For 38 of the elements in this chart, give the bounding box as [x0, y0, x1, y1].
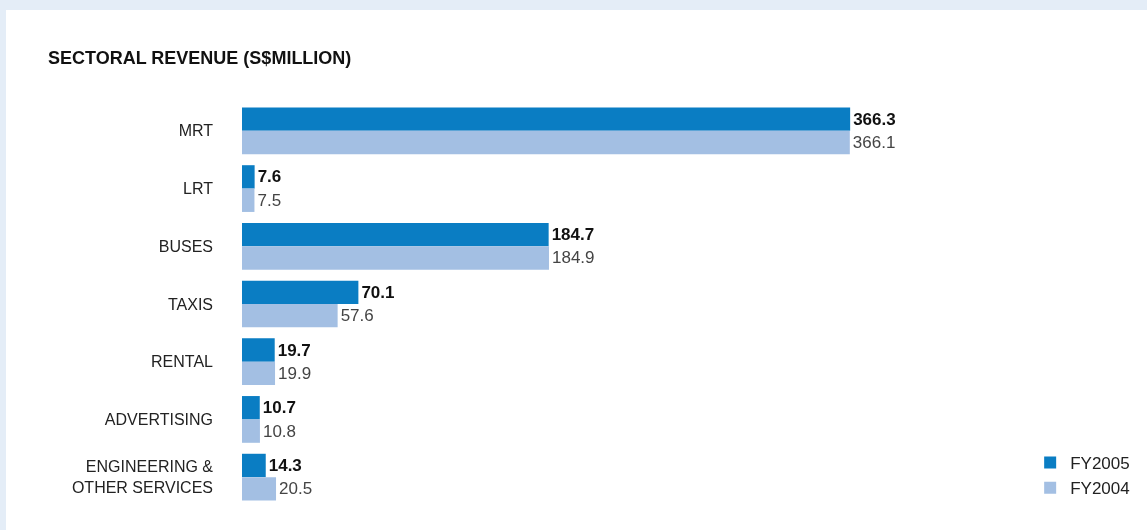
- data-label: 70.1: [361, 282, 395, 302]
- bar: [242, 304, 338, 328]
- data-label: 19.9: [278, 363, 312, 383]
- bar: [242, 165, 255, 189]
- bar: [242, 130, 850, 155]
- data-label: 10.8: [262, 421, 297, 441]
- data-label: 366.1: [852, 133, 896, 153]
- data-label: 184.7: [551, 225, 595, 245]
- bar: [242, 222, 549, 247]
- y-tick-label: ENGINEERING & OTHER SERVICES: [71, 458, 214, 497]
- y-tick-label: RENTAL: [151, 353, 214, 371]
- data-label: 10.7: [262, 398, 296, 418]
- data-label: 14.3: [268, 455, 302, 475]
- data-label: 7.5: [257, 190, 282, 210]
- bar: [242, 396, 260, 420]
- bar: [242, 246, 549, 270]
- data-label: 7.6: [257, 167, 282, 187]
- bar: [242, 338, 275, 362]
- chart-title: SECTORAL REVENUE (S$MILLION): [48, 48, 352, 69]
- legend-label: FY2005: [1070, 454, 1130, 474]
- bar: [242, 419, 260, 443]
- data-label: 366.3: [853, 109, 896, 129]
- y-tick-label: TAXIS: [167, 295, 213, 313]
- data-label: 57.6: [340, 306, 374, 326]
- y-tick-label: LRT: [183, 180, 214, 198]
- bar: [242, 361, 276, 386]
- y-tick-label: ADVERTISING: [104, 411, 213, 429]
- bar: [242, 453, 266, 478]
- data-label: 184.9: [551, 248, 595, 268]
- data-label: 19.7: [277, 340, 311, 360]
- bar: [242, 477, 277, 501]
- y-tick-label: BUSES: [158, 237, 213, 255]
- bar: [242, 188, 255, 212]
- y-tick-label: MRT: [178, 122, 214, 140]
- bar: [242, 280, 359, 304]
- legend-label: FY2004: [1070, 479, 1130, 499]
- bar: [242, 107, 851, 131]
- data-label: 20.5: [279, 479, 313, 499]
